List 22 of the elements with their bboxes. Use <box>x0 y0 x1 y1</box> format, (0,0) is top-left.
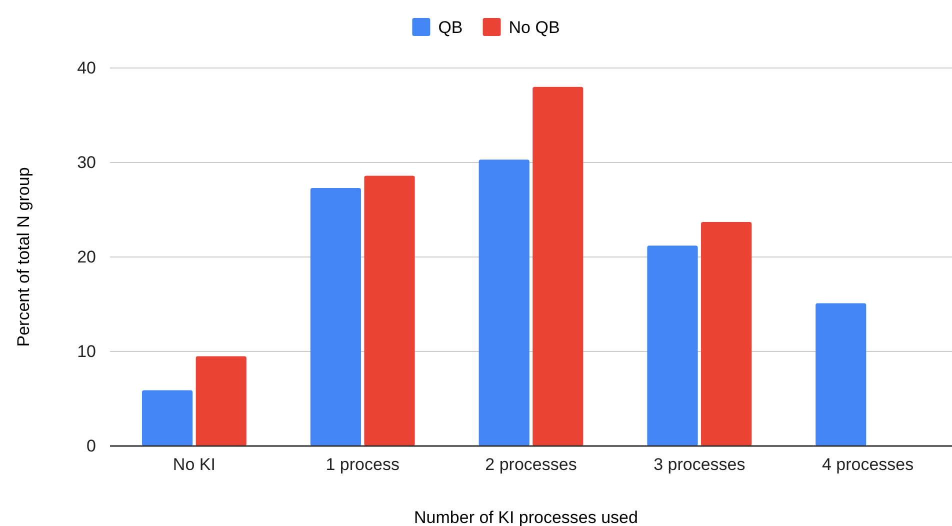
bar <box>701 222 752 446</box>
bar <box>364 176 415 446</box>
y-tick-label: 40 <box>77 58 96 78</box>
bar <box>196 356 246 446</box>
legend-label: No QB <box>508 18 560 37</box>
bar <box>142 390 193 446</box>
x-tick-label: 3 processes <box>654 455 746 474</box>
bar <box>310 188 361 446</box>
x-tick-label: 4 processes <box>822 455 914 474</box>
legend-label: QB <box>438 18 463 37</box>
x-tick-label: No KI <box>172 455 216 474</box>
bar <box>816 303 866 446</box>
x-tick-label: 2 processes <box>485 455 577 474</box>
y-tick-label: 0 <box>86 436 96 456</box>
y-tick-label: 20 <box>77 247 96 266</box>
bar <box>647 246 698 446</box>
y-axis-title: Percent of total N group <box>14 167 33 347</box>
y-tick-label: 10 <box>77 342 96 361</box>
bar <box>478 160 530 446</box>
x-tick-label: 1 process <box>326 455 400 474</box>
y-tick-label: 30 <box>77 152 96 172</box>
bar <box>532 86 584 446</box>
